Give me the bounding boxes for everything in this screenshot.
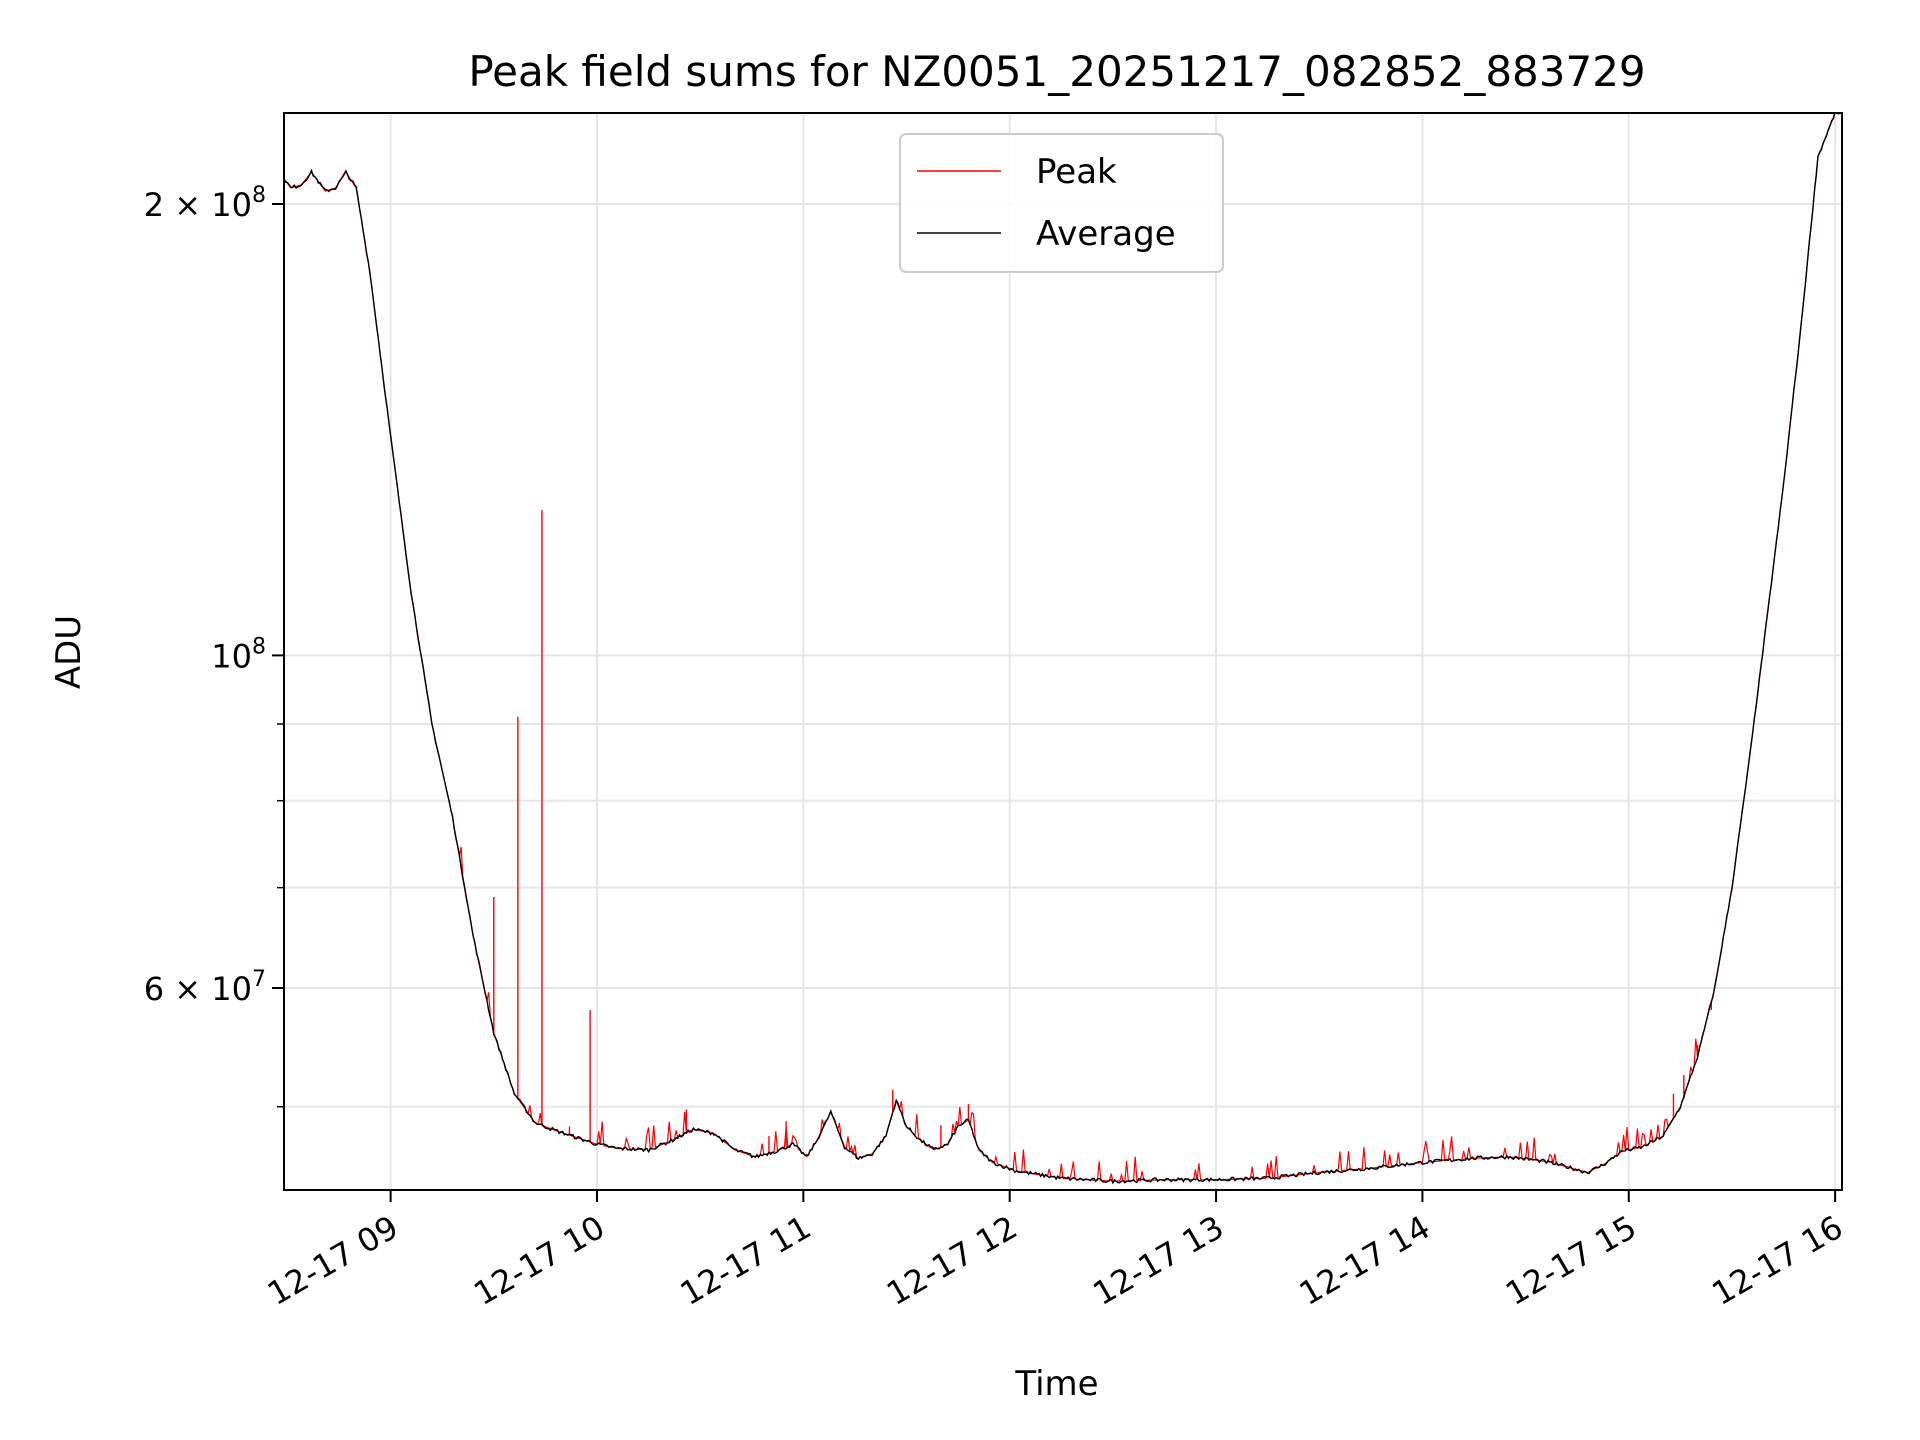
x-axis-label: Time (1014, 1364, 1098, 1404)
plot-area (284, 113, 1842, 1185)
y-axis-label: ADU (49, 615, 89, 689)
y-tick-label: 2 × 108 (144, 183, 266, 224)
series-group (284, 113, 1842, 1185)
legend-label-average: Average (1036, 214, 1176, 254)
x-tick-label: 12-17 10 (467, 1208, 611, 1313)
chart-title: Peak field sums for NZ0051_20251217_0828… (468, 47, 1645, 96)
legend-label-peak: Peak (1036, 152, 1117, 192)
x-tick-label: 12-17 16 (1706, 1208, 1850, 1313)
x-tick-label: 12-17 14 (1293, 1208, 1437, 1313)
y-axis: 108 2 × 108 6 × 107 (144, 183, 284, 1108)
series-line-average (284, 113, 1842, 1185)
axes-frame (283, 112, 1843, 1191)
x-tick-label: 12-17 15 (1499, 1208, 1643, 1313)
x-tick-label: 12-17 13 (1086, 1208, 1230, 1313)
legend-box (899, 133, 1224, 273)
x-tick-label: 12-17 11 (674, 1208, 818, 1313)
x-axis: 12-17 09 12-17 10 12-17 11 12-17 12 12-17 13… (261, 1190, 1849, 1313)
y-tick-label: 108 (211, 634, 266, 675)
x-tick-label: 12-17 09 (261, 1208, 405, 1313)
x-tick-label: 12-17 12 (880, 1208, 1024, 1313)
y-tick-label: 6 × 107 (144, 967, 266, 1008)
legend: Peak Average (899, 133, 1224, 273)
